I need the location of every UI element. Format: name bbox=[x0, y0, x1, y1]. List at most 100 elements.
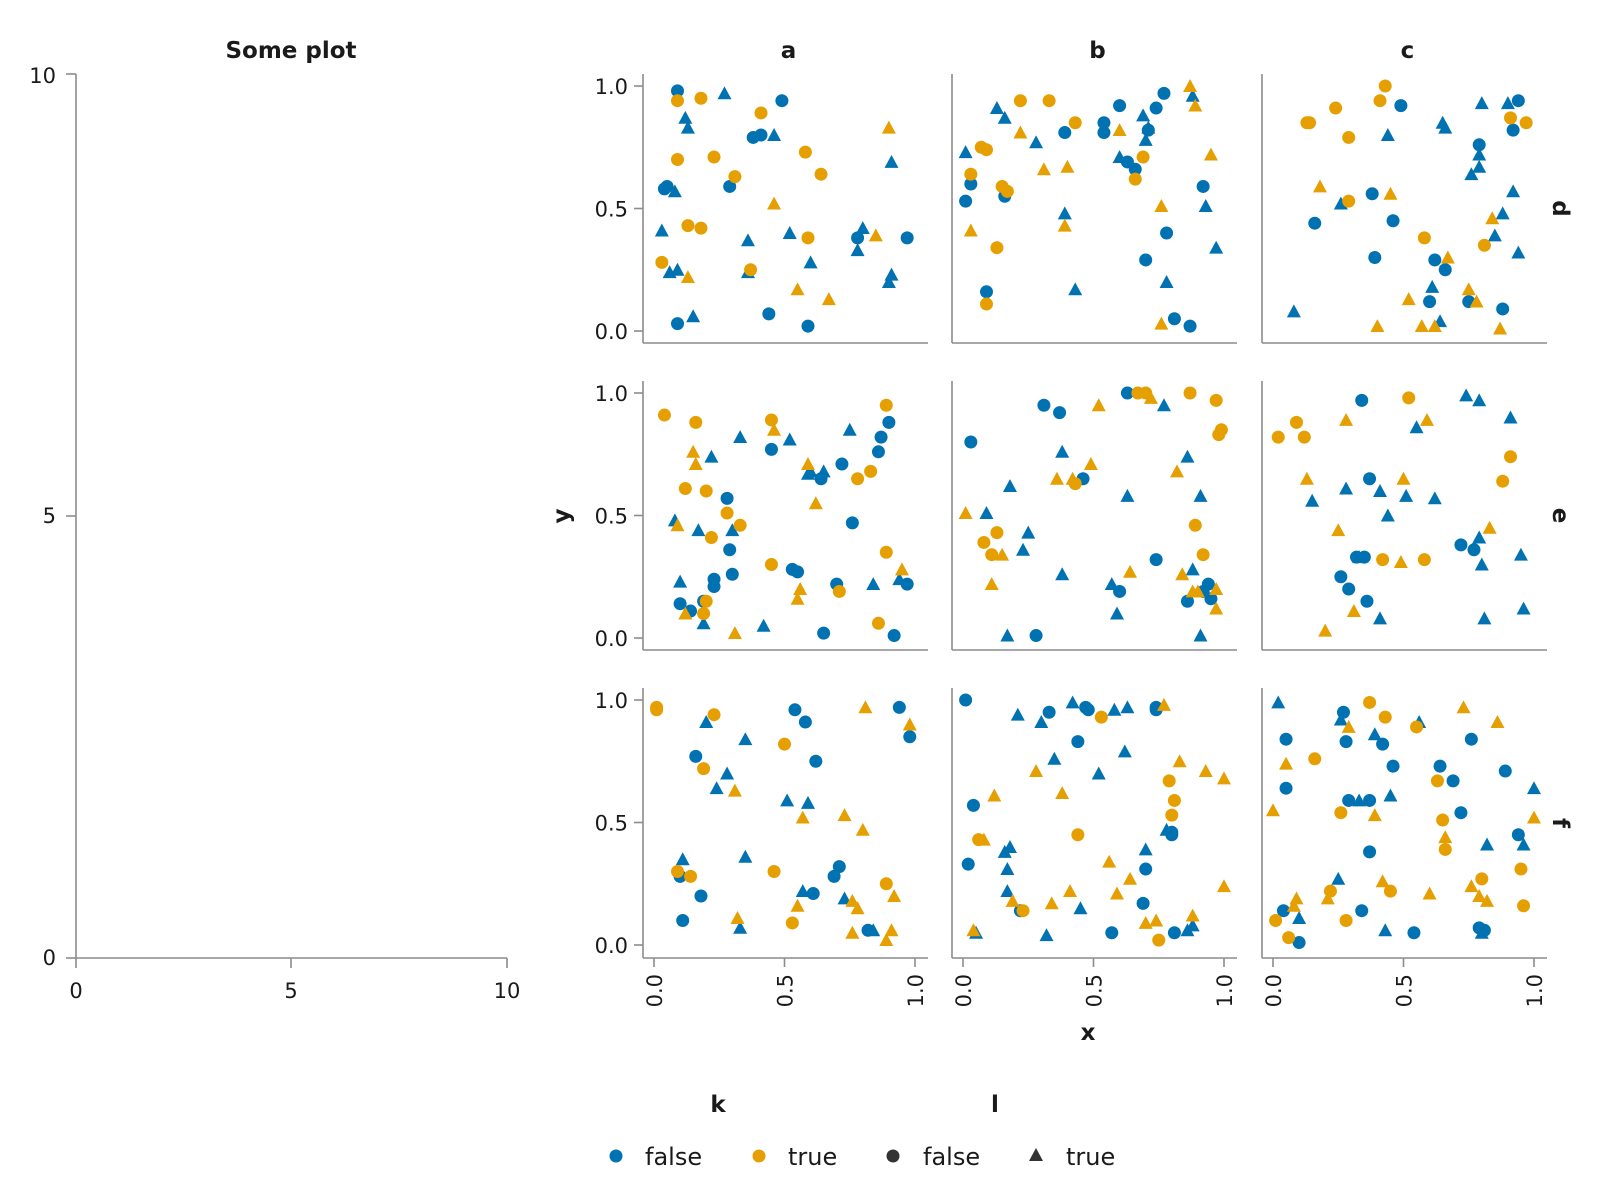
data-point-circle bbox=[1276, 904, 1290, 918]
data-point-circle bbox=[1292, 936, 1306, 950]
data-point-circle bbox=[707, 708, 721, 722]
data-point-circle bbox=[1097, 116, 1111, 130]
y-tick-label: 1.0 bbox=[595, 382, 628, 406]
data-point-circle bbox=[754, 128, 768, 142]
data-point-triangle bbox=[894, 562, 909, 576]
data-point-triangle bbox=[1044, 896, 1059, 910]
data-point-circle bbox=[670, 84, 684, 98]
data-point-circle bbox=[966, 798, 980, 812]
x-tick-label: 0.0 bbox=[643, 974, 667, 1007]
data-point-circle bbox=[1496, 302, 1510, 316]
data-point-triangle bbox=[1120, 700, 1135, 714]
data-point-triangle bbox=[1000, 862, 1015, 875]
data-point-triangle bbox=[858, 700, 873, 714]
data-point-circle bbox=[1081, 703, 1095, 717]
left-y-tick-label: 0 bbox=[43, 946, 56, 970]
data-point-circle bbox=[1269, 914, 1283, 927]
data-point-triangle bbox=[879, 933, 894, 947]
data-point-circle bbox=[670, 153, 684, 166]
data-point-circle bbox=[1496, 474, 1510, 488]
data-point-triangle bbox=[782, 432, 797, 446]
data-point-triangle bbox=[1185, 908, 1200, 922]
data-point-circle bbox=[827, 869, 841, 883]
data-point-triangle bbox=[782, 226, 797, 239]
data-point-triangle bbox=[850, 901, 865, 915]
data-point-circle bbox=[1180, 594, 1194, 608]
data-point-triangle bbox=[1352, 793, 1367, 807]
data-point-triangle bbox=[1190, 584, 1205, 598]
left-plot-title: Some plot bbox=[225, 38, 356, 64]
data-point-circle bbox=[1289, 415, 1303, 429]
data-point-circle bbox=[1438, 842, 1452, 856]
data-point-circle bbox=[791, 565, 805, 579]
data-point-circle bbox=[814, 167, 828, 181]
data-point-triangle bbox=[1477, 611, 1492, 625]
y-tick-label: 0.0 bbox=[595, 627, 628, 651]
data-point-triangle bbox=[675, 852, 690, 866]
data-point-triangle bbox=[1055, 444, 1070, 458]
data-point-triangle bbox=[704, 449, 719, 463]
data-point-triangle bbox=[1000, 884, 1015, 898]
data-point-circle bbox=[785, 916, 799, 930]
data-point-circle bbox=[1160, 226, 1174, 240]
data-point-triangle bbox=[995, 547, 1010, 561]
data-point-circle bbox=[1053, 406, 1067, 420]
data-point-triangle bbox=[1154, 199, 1169, 212]
panel-c-f: 0.0 0.5 1.0 bbox=[1261, 688, 1547, 1007]
data-point-triangle bbox=[868, 228, 883, 242]
data-point-triangle bbox=[1123, 564, 1138, 578]
y-tick-label: 0.5 bbox=[595, 812, 628, 836]
data-point-triangle bbox=[1120, 488, 1135, 502]
data-point-circle bbox=[1386, 759, 1400, 773]
data-point-triangle bbox=[976, 832, 991, 846]
data-point-triangle bbox=[1209, 601, 1224, 615]
data-point-circle bbox=[977, 535, 991, 549]
data-point-triangle bbox=[1383, 186, 1398, 200]
legend-title-k: k bbox=[710, 1092, 726, 1118]
data-point-triangle bbox=[1172, 754, 1187, 768]
left-plot: Some plot 0 5 10 0 5 10 bbox=[29, 38, 520, 1003]
data-point-triangle bbox=[1474, 96, 1489, 110]
data-point-triangle bbox=[730, 911, 745, 924]
data-point-circle bbox=[1433, 759, 1447, 773]
data-point-triangle bbox=[1021, 525, 1036, 539]
data-point-triangle bbox=[1339, 412, 1354, 426]
x-tick-label: 1.0 bbox=[1523, 974, 1547, 1007]
data-point-triangle bbox=[1427, 491, 1442, 505]
data-point-circle bbox=[1517, 899, 1531, 913]
data-point-circle bbox=[1467, 543, 1481, 557]
data-point-circle bbox=[775, 94, 789, 108]
data-point-circle bbox=[961, 857, 975, 871]
data-point-triangle bbox=[1138, 842, 1153, 856]
data-point-triangle bbox=[1422, 886, 1437, 900]
data-point-circle bbox=[1519, 116, 1533, 130]
legend-title-l: l bbox=[991, 1092, 999, 1118]
data-point-triangle bbox=[1039, 928, 1054, 942]
data-point-triangle bbox=[1493, 321, 1508, 335]
data-point-triangle bbox=[1472, 393, 1487, 407]
data-point-triangle bbox=[767, 196, 782, 210]
data-point-triangle bbox=[1516, 601, 1531, 615]
data-point-triangle bbox=[1083, 457, 1098, 470]
data-point-triangle bbox=[1029, 135, 1044, 149]
data-point-triangle bbox=[1396, 471, 1411, 485]
data-point-circle bbox=[1363, 793, 1377, 807]
data-point-circle bbox=[1113, 99, 1127, 113]
y-tick-label: 0.5 bbox=[595, 198, 628, 222]
data-point-circle bbox=[1136, 150, 1150, 164]
data-point-triangle bbox=[1063, 884, 1078, 898]
data-point-circle bbox=[1167, 793, 1181, 807]
data-point-circle bbox=[1383, 884, 1397, 898]
data-point-triangle bbox=[696, 616, 711, 630]
data-point-circle bbox=[801, 319, 815, 333]
data-point-triangle bbox=[1000, 628, 1015, 642]
data-point-circle bbox=[801, 231, 815, 245]
data-point-circle bbox=[1342, 582, 1356, 596]
data-point-triangle bbox=[1159, 822, 1174, 836]
data-point-circle bbox=[887, 629, 901, 643]
data-point-triangle bbox=[1198, 764, 1213, 777]
data-point-triangle bbox=[837, 891, 852, 905]
data-point-triangle bbox=[1318, 623, 1333, 637]
data-point-circle bbox=[817, 626, 831, 640]
data-point-triangle bbox=[1271, 695, 1286, 709]
